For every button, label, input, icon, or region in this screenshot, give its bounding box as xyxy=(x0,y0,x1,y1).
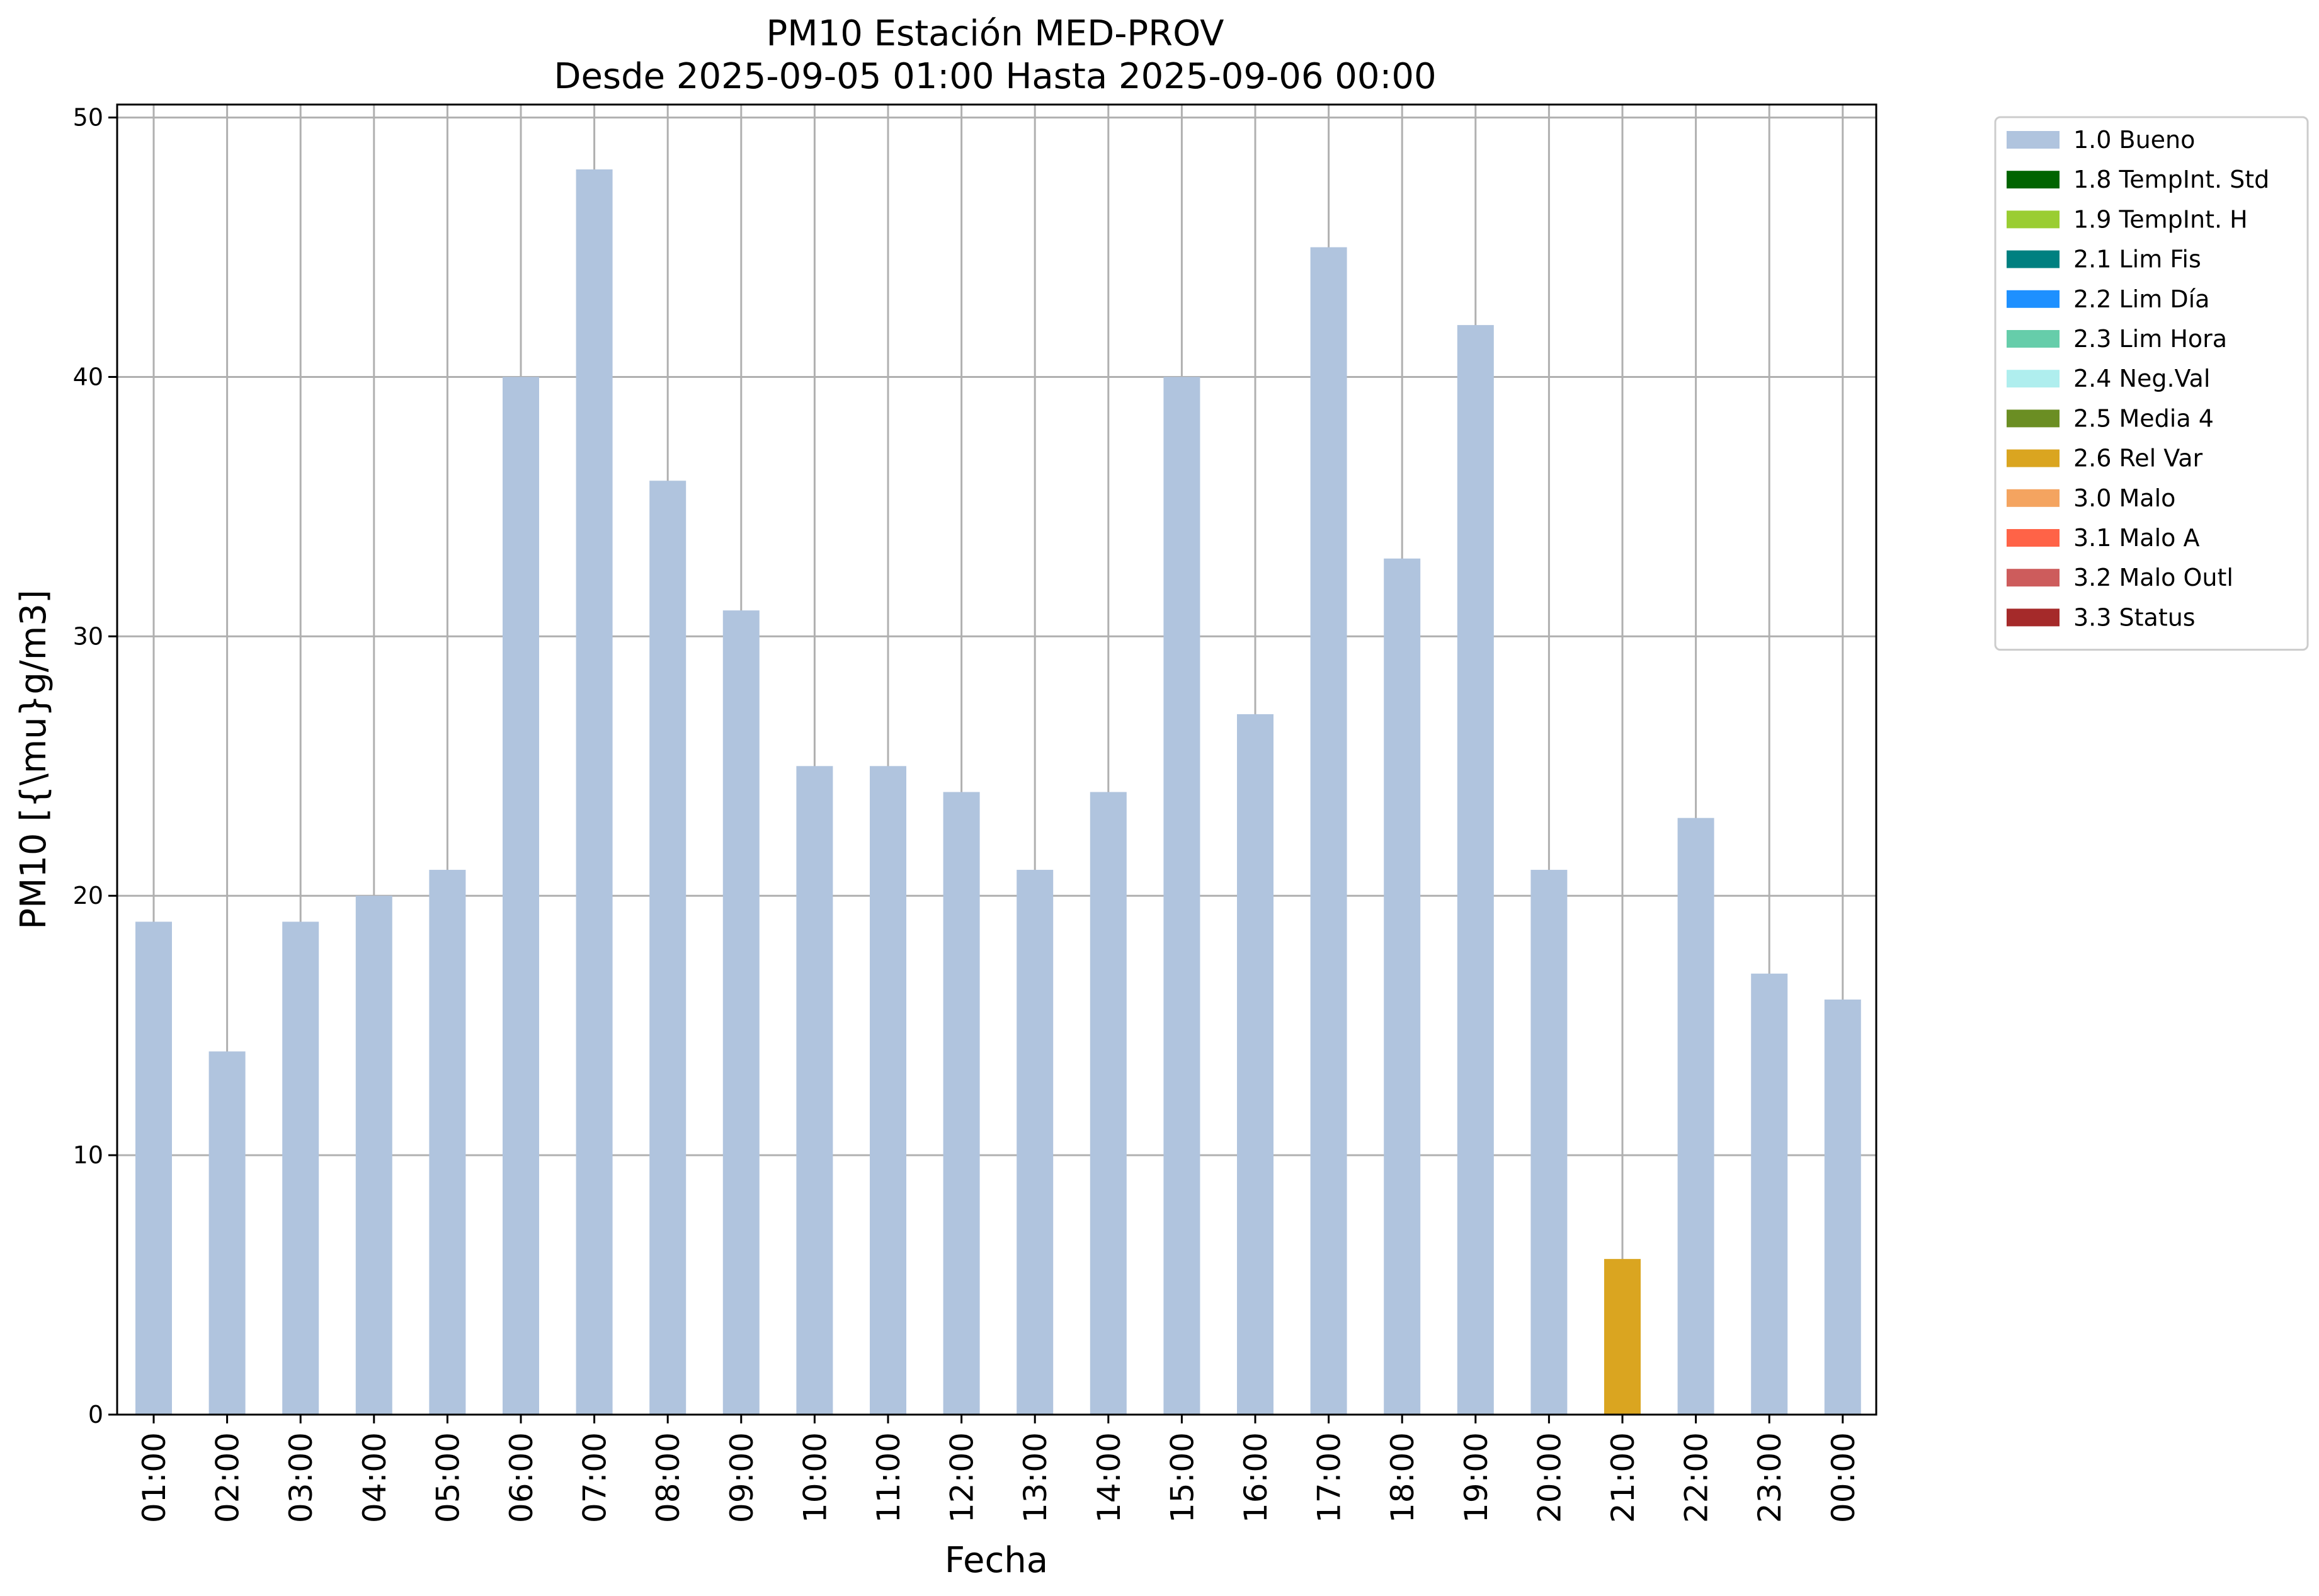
x-tick-label: 13:00 xyxy=(1017,1432,1054,1523)
legend-frame xyxy=(1994,116,2309,651)
x-tick-label: 07:00 xyxy=(577,1432,613,1523)
y-tick-label: 50 xyxy=(73,104,103,132)
bar-05:00 xyxy=(429,870,466,1415)
x-tick-label: 10:00 xyxy=(797,1432,833,1523)
x-tick-label: 04:00 xyxy=(356,1432,393,1523)
legend-swatch xyxy=(2007,171,2060,189)
y-axis-ticks: 0 10 20 30 40 50 xyxy=(73,104,117,1428)
legend-item-label: 3.2 Malo Outl xyxy=(2073,564,2233,591)
legend-swatch xyxy=(2007,569,2060,587)
legend-swatch xyxy=(2007,131,2060,149)
bar-22:00 xyxy=(1677,818,1714,1415)
chart-subtitle: Desde 2025-09-05 01:00 Hasta 2025-09-06 … xyxy=(554,56,1436,97)
x-axis-ticks: 01:00 02:00 03:00 04:00 05:00 06:00 07:00 08:00… xyxy=(136,1415,1862,1523)
x-tick-label: 02:00 xyxy=(210,1432,246,1523)
x-tick-label: 01:00 xyxy=(136,1432,173,1523)
legend-item-label: 3.0 Malo xyxy=(2073,484,2175,512)
x-tick-label: 08:00 xyxy=(650,1432,687,1523)
bar-10:00 xyxy=(796,766,833,1415)
legend-item-label: 1.0 Bueno xyxy=(2073,126,2195,154)
y-tick-label: 0 xyxy=(88,1401,103,1428)
chart-title: PM10 Estación MED-PROV xyxy=(766,13,1224,54)
y-tick-label: 10 xyxy=(73,1141,103,1169)
legend-swatch xyxy=(2007,250,2060,268)
legend-swatch xyxy=(2007,608,2060,627)
legend-swatch xyxy=(2007,210,2060,229)
bar-14:00 xyxy=(1090,792,1127,1415)
bar-03:00 xyxy=(282,921,319,1415)
legend-swatch xyxy=(2007,449,2060,467)
bar-06:00 xyxy=(503,377,539,1415)
x-tick-label: 21:00 xyxy=(1605,1432,1641,1523)
bar-16:00 xyxy=(1237,714,1273,1415)
legend-swatch xyxy=(2007,489,2060,507)
x-tick-label: 20:00 xyxy=(1531,1432,1568,1523)
legend-item-label: 2.3 Lim Hora xyxy=(2073,325,2227,353)
y-axis-label: PM10 [{\mu}g/m3] xyxy=(13,590,54,930)
x-tick-label: 03:00 xyxy=(283,1432,319,1523)
x-tick-label: 09:00 xyxy=(724,1432,760,1523)
x-tick-label: 16:00 xyxy=(1238,1432,1274,1523)
bar-12:00 xyxy=(943,792,980,1415)
bar-18:00 xyxy=(1384,558,1421,1415)
x-tick-label: 23:00 xyxy=(1752,1432,1788,1523)
y-tick-label: 20 xyxy=(73,882,103,909)
legend-item-label: 3.1 Malo A xyxy=(2073,524,2199,552)
legend-item-label: 2.6 Rel Var xyxy=(2073,445,2203,472)
x-tick-label: 22:00 xyxy=(1678,1432,1715,1523)
x-tick-label: 14:00 xyxy=(1091,1432,1127,1523)
bar-17:00 xyxy=(1310,247,1347,1415)
bar-09:00 xyxy=(722,610,760,1415)
x-tick-label: 15:00 xyxy=(1164,1432,1200,1523)
bar-13:00 xyxy=(1017,870,1054,1415)
legend-item-label: 2.5 Media 4 xyxy=(2073,404,2214,432)
plot-frame xyxy=(116,103,1877,1416)
bar-01:00 xyxy=(135,921,172,1415)
legend-swatch xyxy=(2007,370,2060,388)
bar-23:00 xyxy=(1751,973,1788,1415)
legend-item-label: 2.4 Neg.Val xyxy=(2073,365,2210,392)
legend-swatch xyxy=(2007,529,2060,547)
bar-20:00 xyxy=(1530,870,1568,1415)
bar-07:00 xyxy=(576,169,613,1415)
legend-item-label: 1.9 TempInt. H xyxy=(2073,205,2248,233)
x-tick-label: 00:00 xyxy=(1825,1432,1862,1523)
x-tick-label: 19:00 xyxy=(1458,1432,1495,1523)
bar-00:00 xyxy=(1824,999,1861,1415)
x-tick-label: 11:00 xyxy=(870,1432,907,1523)
x-axis-label: Fecha xyxy=(945,1540,1048,1581)
bar-21:00 xyxy=(1604,1258,1641,1415)
x-tick-label: 05:00 xyxy=(430,1432,466,1523)
legend-item-label: 2.2 Lim Día xyxy=(2073,285,2209,313)
x-tick-label: 12:00 xyxy=(944,1432,981,1523)
bar-19:00 xyxy=(1457,325,1494,1415)
legend-item-label: 1.8 TempInt. Std xyxy=(2073,166,2269,193)
legend-item-label: 3.3 Status xyxy=(2073,603,2196,631)
x-tick-label: 17:00 xyxy=(1311,1432,1348,1523)
legend-swatch xyxy=(2007,409,2060,428)
bars-layer xyxy=(135,169,1861,1415)
legend-swatch xyxy=(2007,330,2060,348)
bar-02:00 xyxy=(208,1051,246,1415)
x-tick-label: 06:00 xyxy=(503,1432,540,1523)
legend: 1.0 Bueno 1.8 TempInt. Std 1.9 TempInt. H 2… xyxy=(1994,116,2309,651)
bar-04:00 xyxy=(355,896,392,1415)
legend-item-label: 2.1 Lim Fis xyxy=(2073,246,2201,273)
legend-swatch xyxy=(2007,290,2060,308)
y-tick-label: 30 xyxy=(73,622,103,650)
bar-11:00 xyxy=(870,766,906,1415)
bar-08:00 xyxy=(649,481,687,1415)
y-tick-label: 40 xyxy=(73,363,103,390)
bar-15:00 xyxy=(1163,377,1200,1415)
x-tick-label: 18:00 xyxy=(1384,1432,1421,1523)
